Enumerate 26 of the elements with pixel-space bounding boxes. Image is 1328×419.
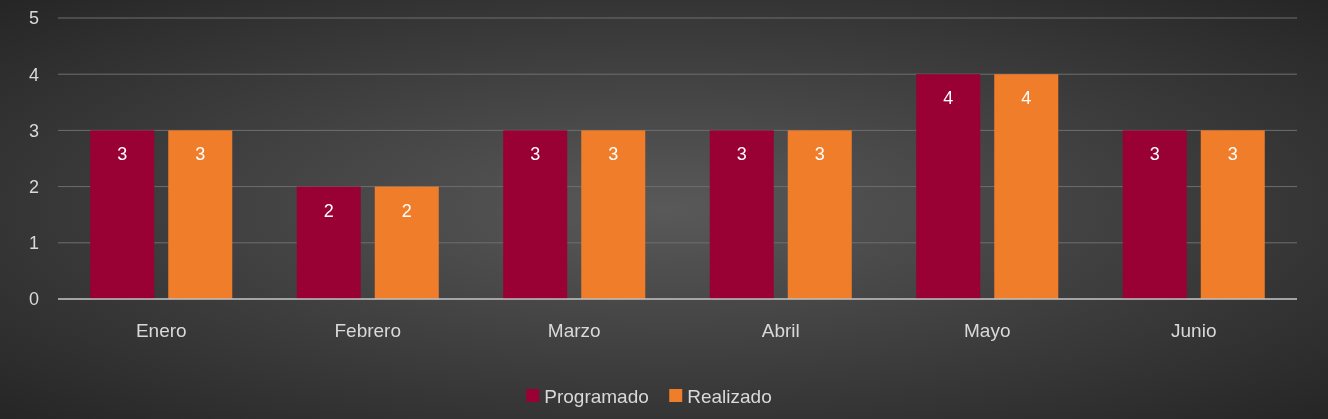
x-tick-label: Mayo	[964, 320, 1011, 341]
data-label: 3	[608, 144, 619, 165]
data-label: 2	[401, 200, 412, 221]
x-tick-label: Febrero	[334, 320, 402, 341]
x-tick-label: Marzo	[547, 320, 601, 341]
x-tick-label: Enero	[135, 320, 187, 341]
data-label: 3	[814, 144, 825, 165]
data-label: 3	[117, 144, 128, 165]
y-tick-label: 0	[28, 289, 40, 310]
y-tick-label: 4	[28, 64, 40, 85]
data-label: 4	[943, 88, 954, 109]
y-tick-label: 5	[28, 8, 40, 29]
data-label: 4	[1021, 88, 1032, 109]
data-label: 3	[530, 144, 541, 165]
y-tick-label: 1	[28, 233, 40, 254]
x-tick-label: Abril	[761, 320, 800, 341]
data-label: 2	[323, 200, 334, 221]
data-label: 3	[1149, 144, 1160, 165]
y-tick-label: 3	[28, 120, 40, 141]
x-tick-label: Junio	[1171, 320, 1217, 341]
legend-label: Programado	[544, 385, 649, 407]
data-label: 3	[195, 144, 206, 165]
y-tick-label: 2	[28, 176, 40, 197]
legend-label: Realizado	[687, 385, 772, 407]
data-label: 3	[736, 144, 747, 165]
data-label: 3	[1227, 144, 1238, 165]
